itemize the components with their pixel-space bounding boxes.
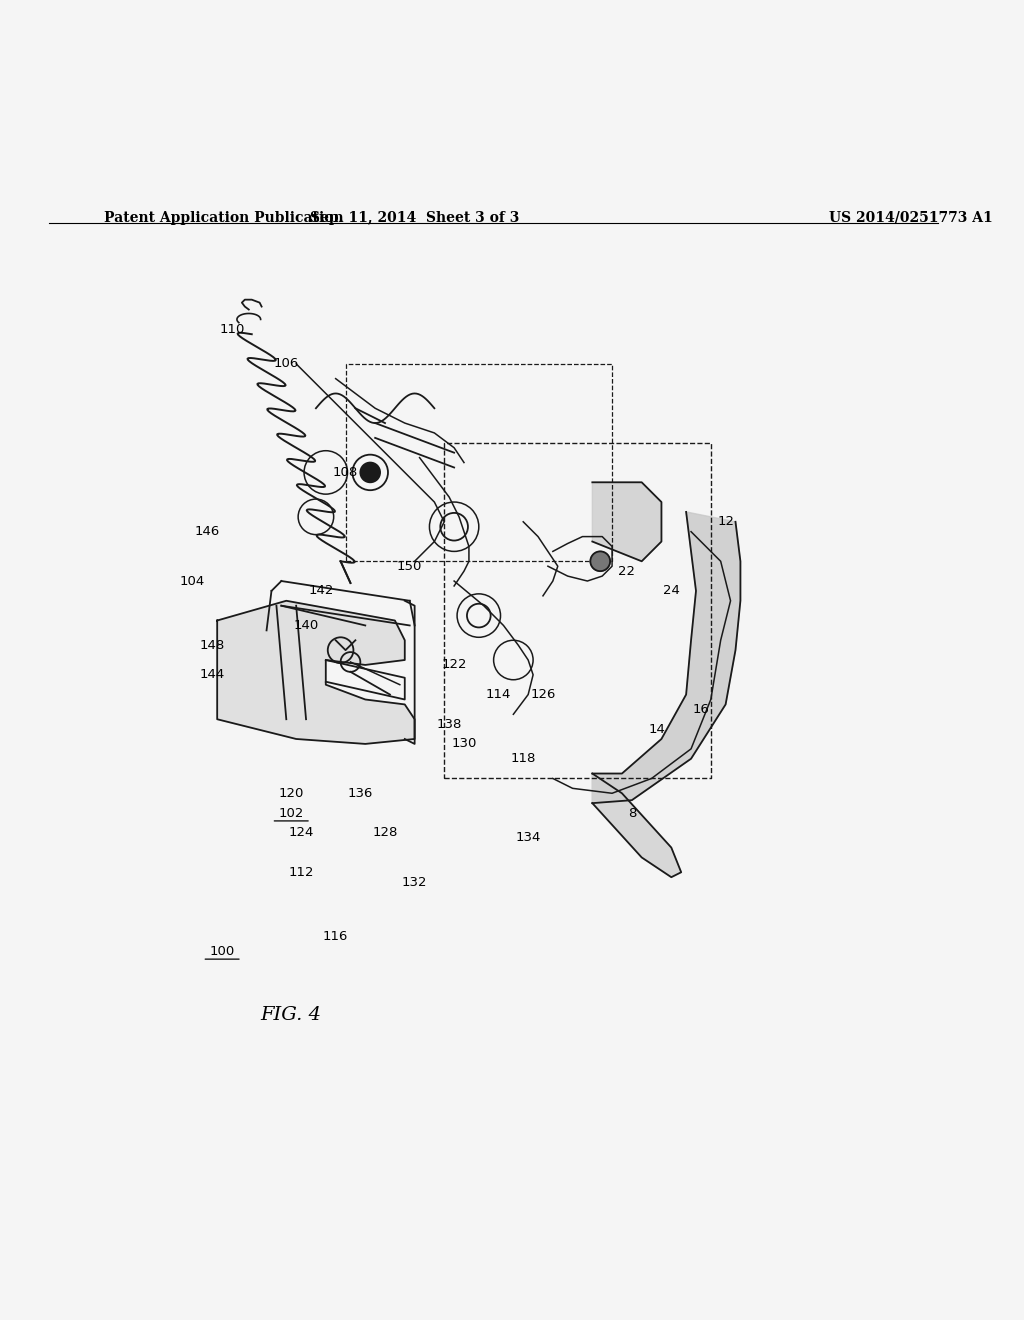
Text: 134: 134 (515, 832, 541, 845)
Text: 116: 116 (323, 929, 348, 942)
Text: US 2014/0251773 A1: US 2014/0251773 A1 (829, 211, 993, 224)
Text: 122: 122 (441, 659, 467, 672)
Text: 150: 150 (397, 560, 422, 573)
Text: 12: 12 (717, 515, 734, 528)
Circle shape (591, 552, 610, 572)
Text: 140: 140 (294, 619, 318, 632)
Polygon shape (592, 512, 740, 803)
Polygon shape (592, 774, 681, 878)
Text: 110: 110 (219, 323, 245, 335)
Text: 146: 146 (195, 525, 220, 539)
Text: 16: 16 (692, 702, 710, 715)
Text: FIG. 4: FIG. 4 (261, 1006, 322, 1024)
Text: 136: 136 (348, 787, 373, 800)
Text: 118: 118 (511, 752, 536, 766)
Text: 114: 114 (485, 688, 511, 701)
Text: 108: 108 (333, 466, 358, 479)
Text: 112: 112 (289, 866, 313, 879)
Text: 24: 24 (663, 585, 680, 598)
Text: 14: 14 (648, 722, 665, 735)
Text: 138: 138 (436, 718, 462, 731)
Text: 142: 142 (308, 585, 334, 598)
Text: 22: 22 (618, 565, 635, 578)
Text: 148: 148 (200, 639, 225, 652)
Text: Sep. 11, 2014  Sheet 3 of 3: Sep. 11, 2014 Sheet 3 of 3 (310, 211, 519, 224)
Text: 106: 106 (273, 358, 299, 371)
Text: 104: 104 (180, 574, 205, 587)
Polygon shape (217, 601, 415, 744)
Text: 144: 144 (200, 668, 225, 681)
Circle shape (360, 462, 380, 482)
Text: 130: 130 (452, 738, 477, 750)
Text: 132: 132 (401, 875, 427, 888)
Polygon shape (592, 482, 662, 561)
Text: Patent Application Publication: Patent Application Publication (103, 211, 343, 224)
Text: 102: 102 (279, 807, 304, 820)
Text: 8: 8 (628, 807, 636, 820)
Text: 124: 124 (289, 826, 313, 840)
Text: 126: 126 (530, 688, 556, 701)
Text: 100: 100 (210, 945, 234, 958)
Text: 128: 128 (373, 826, 397, 840)
Text: 120: 120 (279, 787, 304, 800)
